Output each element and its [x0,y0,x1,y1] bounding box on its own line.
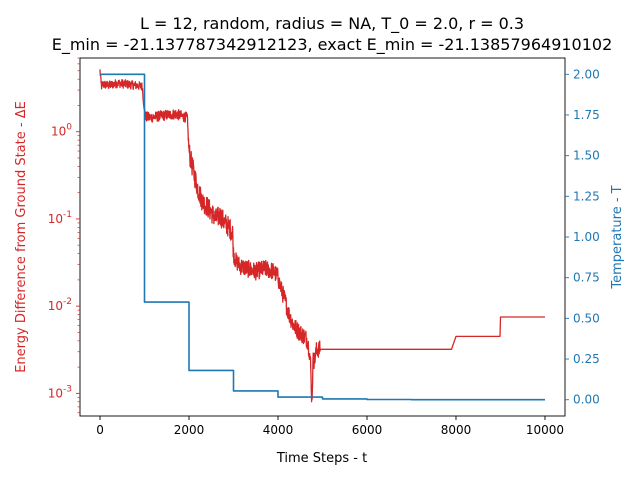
left-y-tick-label: 10-2 [48,297,72,313]
x-tick-label: 2000 [174,423,205,437]
right-y-tick-label: 0.75 [573,271,600,285]
energy-series-line [99,69,545,403]
right-y-tick-label: 0.25 [573,352,600,366]
left-y-tick-label: 10-1 [48,210,72,226]
right-y-tick-label: 1.75 [573,108,600,122]
plot-lines [99,69,545,403]
right-y-tick-label: 2.00 [573,67,600,81]
temperature-series-line [100,73,545,401]
x-tick-label: 0 [96,423,104,437]
left-y-tick-label: 10-3 [48,384,72,400]
x-axis: 0 2000 4000 6000 8000 10000 [96,416,564,437]
right-y-tick-label: 0.50 [573,311,600,325]
x-tick-label: 6000 [352,423,383,437]
left-y-axis: 10-3 10-2 10-1 100 [48,57,80,414]
plot-frame [79,57,566,417]
right-y-tick-label: 1.50 [573,149,600,163]
chart-title: L = 12, random, radius = NA, T_0 = 2.0, … [140,14,524,34]
right-y-tick-label: 1.00 [573,230,600,244]
right-y-tick-label: 1.25 [573,189,600,203]
right-y-tick-label: 0.00 [573,393,600,407]
left-y-axis-label: Energy Difference from Ground State - ΔE [14,101,29,373]
x-tick-label: 4000 [263,423,294,437]
plot-border [79,57,566,417]
right-y-axis: 0.00 0.25 0.50 0.75 1.00 1.25 1.50 1.75 2.00 [565,67,600,407]
x-tick-label: 8000 [441,423,472,437]
chart-subtitle: E_min = -21.137787342912123, exact E_min… [52,35,613,55]
x-tick-label: 10000 [526,423,564,437]
x-axis-label: Time Steps - t [276,451,367,466]
left-y-tick-label: 100 [51,123,72,139]
right-y-axis-label: Temperature - T [610,185,625,289]
